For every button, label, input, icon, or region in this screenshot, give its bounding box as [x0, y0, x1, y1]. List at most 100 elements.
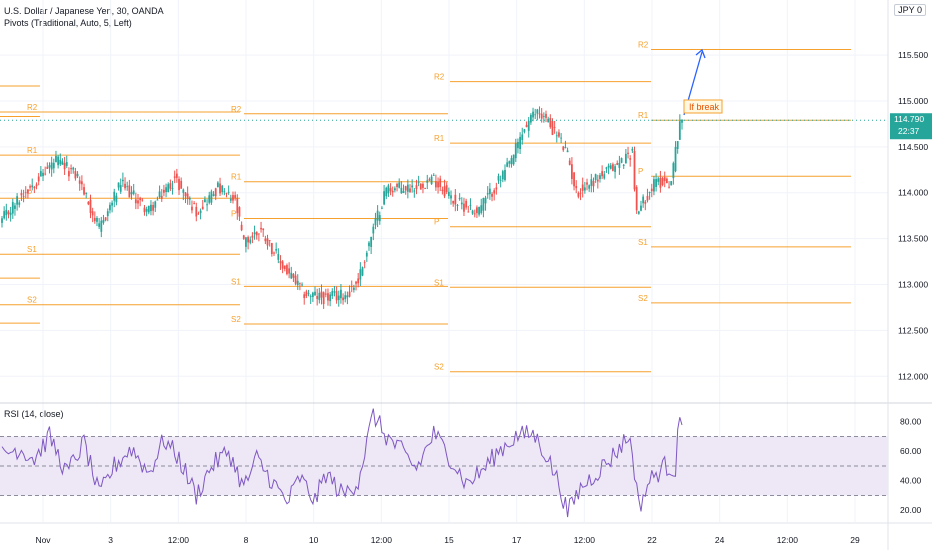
- candle[interactable]: [117, 182, 120, 188]
- candle[interactable]: [406, 184, 409, 192]
- candle[interactable]: [536, 109, 539, 114]
- candle[interactable]: [564, 147, 567, 149]
- candle[interactable]: [653, 179, 655, 192]
- candle[interactable]: [463, 203, 465, 212]
- candle[interactable]: [624, 153, 627, 164]
- candle[interactable]: [98, 223, 101, 227]
- candle[interactable]: [251, 235, 254, 238]
- candle[interactable]: [240, 224, 243, 231]
- candle[interactable]: [558, 132, 560, 137]
- candle[interactable]: [307, 292, 310, 294]
- current-price-badge[interactable]: [890, 113, 932, 140]
- candle[interactable]: [480, 205, 483, 213]
- candle[interactable]: [301, 284, 303, 286]
- candle[interactable]: [419, 183, 422, 190]
- candle[interactable]: [447, 191, 450, 196]
- candle[interactable]: [242, 235, 245, 239]
- candle[interactable]: [435, 181, 437, 188]
- candle[interactable]: [100, 220, 103, 232]
- candle[interactable]: [50, 162, 53, 170]
- candle[interactable]: [519, 136, 521, 150]
- candle[interactable]: [14, 205, 16, 209]
- candle[interactable]: [644, 201, 647, 204]
- candle[interactable]: [9, 212, 12, 216]
- candle[interactable]: [320, 291, 323, 298]
- candle[interactable]: [424, 188, 427, 189]
- candle[interactable]: [476, 207, 478, 214]
- candle[interactable]: [229, 198, 232, 201]
- candle[interactable]: [525, 124, 528, 128]
- candle[interactable]: [670, 181, 673, 186]
- candle[interactable]: [478, 207, 480, 215]
- candle[interactable]: [454, 194, 457, 205]
- candle[interactable]: [322, 292, 325, 305]
- candle[interactable]: [234, 195, 237, 198]
- candle[interactable]: [577, 193, 580, 197]
- candle[interactable]: [622, 164, 625, 166]
- candle[interactable]: [188, 197, 191, 200]
- candle[interactable]: [199, 210, 202, 214]
- candle[interactable]: [104, 217, 107, 221]
- candle[interactable]: [115, 195, 118, 203]
- candle[interactable]: [68, 171, 70, 177]
- candle[interactable]: [609, 165, 612, 169]
- candle[interactable]: [583, 187, 586, 191]
- candle[interactable]: [482, 197, 485, 211]
- candle[interactable]: [665, 178, 668, 184]
- candle[interactable]: [143, 207, 146, 213]
- candle[interactable]: [657, 178, 660, 182]
- candle[interactable]: [538, 113, 541, 115]
- candle[interactable]: [467, 211, 470, 213]
- candle[interactable]: [11, 202, 14, 214]
- candle[interactable]: [534, 114, 537, 116]
- candle[interactable]: [124, 183, 126, 189]
- candle[interactable]: [631, 148, 634, 151]
- candle[interactable]: [169, 183, 172, 189]
- candle[interactable]: [640, 205, 642, 211]
- candle[interactable]: [428, 179, 431, 181]
- candle[interactable]: [214, 188, 217, 197]
- candle[interactable]: [318, 292, 321, 301]
- candle[interactable]: [620, 158, 623, 163]
- candle[interactable]: [314, 291, 316, 296]
- candle[interactable]: [311, 292, 314, 297]
- candle[interactable]: [277, 253, 280, 260]
- candle[interactable]: [568, 160, 571, 165]
- candle[interactable]: [195, 206, 198, 217]
- candle[interactable]: [430, 176, 433, 185]
- candle[interactable]: [78, 180, 81, 184]
- candle[interactable]: [257, 233, 260, 235]
- candle[interactable]: [484, 197, 487, 204]
- candle[interactable]: [268, 240, 271, 241]
- candle[interactable]: [113, 191, 116, 201]
- candle[interactable]: [599, 175, 601, 180]
- candle[interactable]: [296, 280, 299, 286]
- candle[interactable]: [592, 180, 595, 187]
- currency-badge[interactable]: JPY 0: [894, 4, 926, 16]
- candle[interactable]: [389, 188, 392, 192]
- candle[interactable]: [497, 175, 500, 181]
- candle[interactable]: [560, 137, 563, 139]
- candle[interactable]: [460, 202, 463, 205]
- candle[interactable]: [635, 187, 638, 211]
- candle[interactable]: [661, 178, 664, 185]
- candle[interactable]: [232, 195, 234, 201]
- candle[interactable]: [514, 143, 517, 159]
- candle[interactable]: [432, 175, 435, 176]
- candle[interactable]: [348, 291, 351, 297]
- candle[interactable]: [290, 272, 293, 279]
- candle[interactable]: [342, 297, 344, 301]
- candle[interactable]: [486, 193, 489, 195]
- candle[interactable]: [85, 192, 88, 194]
- candle[interactable]: [517, 141, 519, 149]
- candle[interactable]: [163, 189, 165, 193]
- candle[interactable]: [206, 204, 208, 206]
- candle[interactable]: [437, 182, 439, 188]
- candle[interactable]: [324, 293, 327, 295]
- candle[interactable]: [219, 183, 221, 194]
- candle[interactable]: [186, 193, 189, 200]
- candle[interactable]: [607, 165, 610, 168]
- candle[interactable]: [396, 183, 398, 187]
- candle[interactable]: [553, 126, 556, 128]
- candle[interactable]: [681, 119, 683, 123]
